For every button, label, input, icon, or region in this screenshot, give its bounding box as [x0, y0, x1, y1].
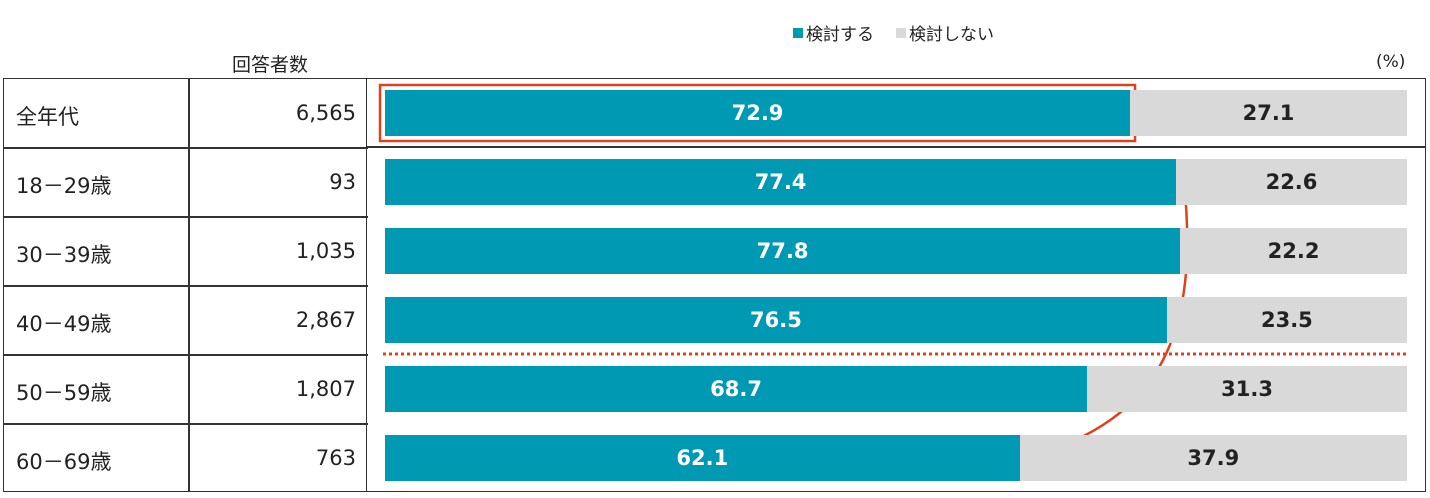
table-row: 全年代 6,565 — [4, 79, 368, 148]
respondent-count: 6,565 — [295, 101, 356, 125]
row-divider — [367, 146, 1426, 148]
category-label: 18－29歳 — [16, 174, 112, 198]
respondent-count: 93 — [329, 170, 356, 194]
category-label: 60－69歳 — [16, 450, 112, 474]
bar-consider: 77.4 — [385, 159, 1177, 205]
category-label: 30－39歳 — [16, 243, 112, 267]
bar-consider: 62.1 — [385, 435, 1020, 481]
bar-not-consider: 22.2 — [1180, 228, 1407, 274]
respondent-count: 1,807 — [295, 377, 356, 401]
category-label: 全年代 — [16, 105, 79, 129]
legend-label: 検討しない — [909, 25, 994, 45]
legend: 検討する 検討しない — [793, 20, 994, 45]
table-row: 30－39歳 1,035 — [4, 216, 368, 286]
table-row: 60－69歳 763 — [4, 423, 368, 493]
legend-label: 検討する — [806, 25, 874, 45]
category-label: 40－49歳 — [16, 312, 112, 336]
bar-consider: 72.9 — [385, 90, 1131, 136]
bar-not-consider: 27.1 — [1130, 90, 1407, 136]
respondent-count: 1,035 — [295, 239, 356, 263]
bar-not-consider: 22.6 — [1176, 159, 1407, 205]
bar-consider: 68.7 — [385, 366, 1088, 412]
legend-item-not-consider: 検討しない — [896, 20, 994, 45]
bar-not-consider: 31.3 — [1087, 366, 1407, 412]
category-table: 全年代 6,565 18－29歳 93 30－39歳 1,035 40－49歳 2,867 50… — [3, 78, 368, 493]
category-label: 50－59歳 — [16, 381, 112, 405]
chart-area — [367, 78, 1426, 492]
unit-label: (%) — [1376, 52, 1406, 72]
legend-item-consider: 検討する — [793, 20, 874, 45]
respondent-count: 763 — [315, 446, 356, 470]
respondents-header: 回答者数 — [232, 54, 309, 76]
bar-consider: 77.8 — [385, 228, 1181, 274]
bar-consider: 76.5 — [385, 297, 1167, 343]
bar-not-consider: 23.5 — [1166, 297, 1407, 343]
table-row: 50－59歳 1,807 — [4, 354, 368, 424]
table-row: 18－29歳 93 — [4, 147, 368, 217]
table-row: 40－49歳 2,867 — [4, 285, 368, 355]
respondent-count: 2,867 — [295, 308, 356, 332]
bar-not-consider: 37.9 — [1019, 435, 1407, 481]
legend-swatch — [793, 27, 803, 38]
legend-swatch — [896, 27, 906, 38]
